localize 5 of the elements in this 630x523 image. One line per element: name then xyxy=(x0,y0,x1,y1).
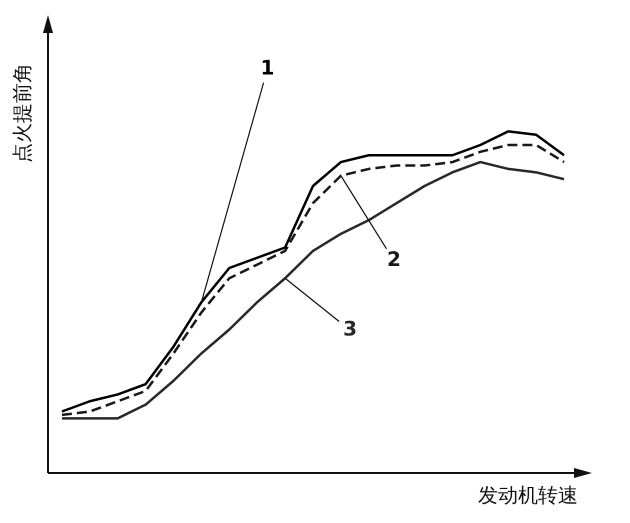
y-axis-title: 点火提前角 xyxy=(10,63,34,163)
x-axis-title: 发动机转速 xyxy=(478,483,578,508)
text: 3 xyxy=(343,316,358,340)
text: 1 xyxy=(260,55,274,80)
text: 2 xyxy=(386,246,401,271)
